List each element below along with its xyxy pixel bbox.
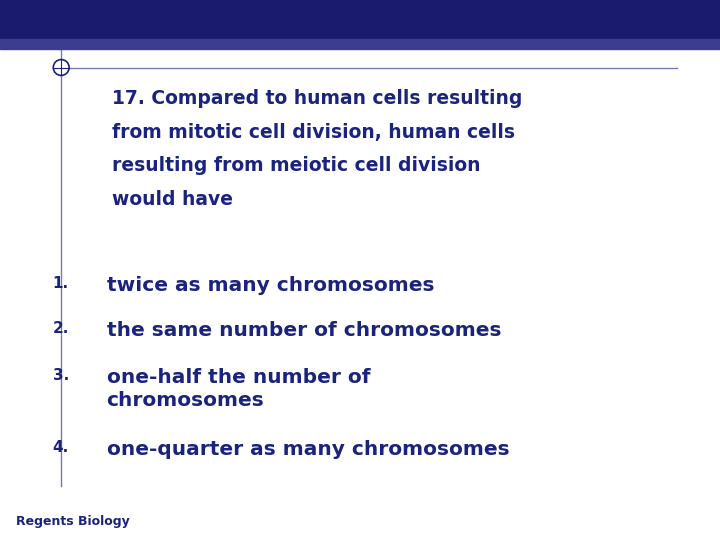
Text: 2.: 2.	[53, 321, 69, 336]
Text: 4.: 4.	[53, 440, 69, 455]
Text: twice as many chromosomes: twice as many chromosomes	[107, 276, 434, 295]
Text: from mitotic cell division, human cells: from mitotic cell division, human cells	[112, 123, 515, 141]
Text: resulting from meiotic cell division: resulting from meiotic cell division	[112, 156, 480, 175]
Text: would have: would have	[112, 190, 233, 208]
Text: 3.: 3.	[53, 368, 69, 383]
Text: 1.: 1.	[53, 276, 68, 292]
Text: one-quarter as many chromosomes: one-quarter as many chromosomes	[107, 440, 509, 459]
Text: one-half the number of
chromosomes: one-half the number of chromosomes	[107, 368, 370, 410]
Text: the same number of chromosomes: the same number of chromosomes	[107, 321, 501, 340]
Text: Regents Biology: Regents Biology	[16, 515, 130, 528]
Text: 17. Compared to human cells resulting: 17. Compared to human cells resulting	[112, 89, 522, 108]
